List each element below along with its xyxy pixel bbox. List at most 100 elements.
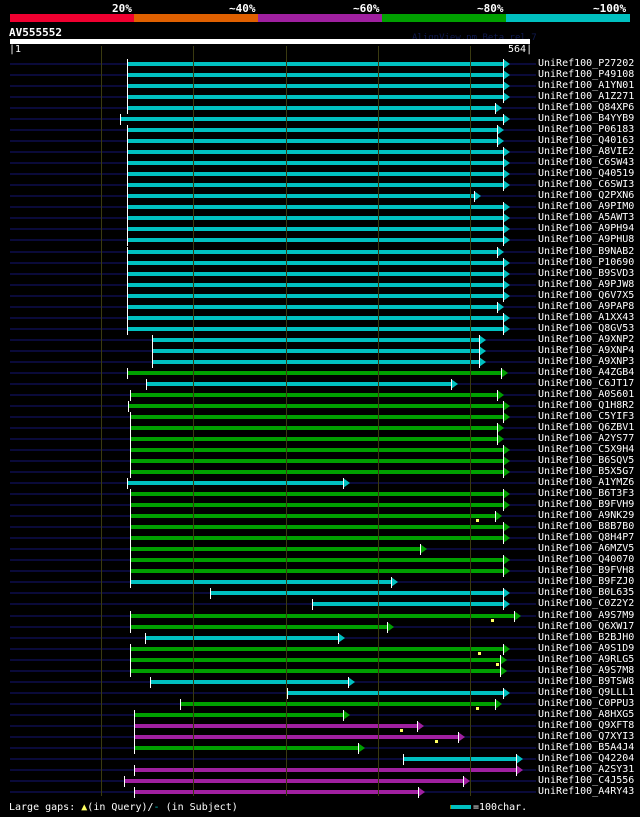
hit-label[interactable]: UniRef100_B9TSW8 [538,675,635,687]
hit-row[interactable]: UniRef100_B5X5G7 [0,466,640,479]
hit-row[interactable]: UniRef100_Q1H8R2 [0,400,640,412]
hit-row[interactable]: UniRef100_Q40519 [0,168,640,181]
hit-label[interactable]: UniRef100_P10690 [538,256,635,268]
alignment-bar[interactable] [130,525,504,530]
hit-label[interactable]: UniRef100_Q2PXN6 [538,190,635,202]
hit-label[interactable]: UniRef100_Q9XFT8 [538,719,635,731]
hit-label[interactable]: UniRef100_Q6XW17 [538,620,635,632]
alignment-bar[interactable] [127,227,504,232]
alignment-bar[interactable] [152,359,480,364]
hit-label[interactable]: UniRef100_A9S7M9 [538,609,635,621]
hit-row[interactable]: UniRef100_A4ZGB4 [0,367,640,379]
alignment-bar[interactable] [127,238,504,243]
alignment-bar[interactable] [134,745,359,750]
hit-label[interactable]: UniRef100_B9FVH8 [538,565,635,577]
hit-row[interactable]: UniRef100_A9RLG5 [0,653,640,666]
alignment-bar[interactable] [130,414,504,419]
hit-row[interactable]: UniRef100_A1YMZ6 [0,477,640,490]
hit-label[interactable]: UniRef100_A1YN01 [538,80,635,92]
alignment-bar[interactable] [130,448,504,453]
hit-label[interactable]: UniRef100_A1Z271 [538,91,635,103]
hit-label[interactable]: UniRef100_A4RY43 [538,785,635,797]
hit-row[interactable]: UniRef100_C4J556 [0,774,640,787]
hit-label[interactable]: UniRef100_A6MZV5 [538,543,635,555]
hit-row[interactable]: UniRef100_A1YN01 [0,80,640,93]
hit-label[interactable]: UniRef100_C0Z2Y2 [538,598,635,610]
hit-label[interactable]: UniRef100_B5X5G7 [538,466,635,478]
hit-label[interactable]: UniRef100_B6SQV5 [538,455,635,467]
alignment-bar[interactable] [130,657,501,662]
alignment-bar[interactable] [130,668,501,673]
hit-row[interactable]: UniRef100_Q40163 [0,135,640,148]
hit-row[interactable]: UniRef100_A9XNP2 [0,333,640,346]
hit-row[interactable]: UniRef100_B9NAB2 [0,246,640,258]
hit-row[interactable]: UniRef100_Q6V7X5 [0,289,640,302]
hit-label[interactable]: UniRef100_C6JT17 [538,377,635,389]
alignment-bar[interactable] [152,337,480,342]
hit-label[interactable]: UniRef100_A9S1D9 [538,642,635,654]
hit-label[interactable]: UniRef100_Q6V7X5 [538,289,635,301]
alignment-bar[interactable] [134,767,517,772]
hit-row[interactable]: UniRef100_B8B7B0 [0,521,640,534]
alignment-bar[interactable] [127,194,475,199]
alignment-bar[interactable] [130,470,504,475]
alignment-bar[interactable] [127,282,504,287]
hit-row[interactable]: UniRef100_A9PIM0 [0,201,640,214]
alignment-bar[interactable] [127,315,504,320]
hit-row[interactable]: UniRef100_A8HXG5 [0,708,640,721]
hit-label[interactable]: UniRef100_C4J556 [538,774,635,786]
hit-label[interactable]: UniRef100_A9RLG5 [538,653,635,665]
hit-row[interactable]: UniRef100_A9PAP8 [0,301,640,313]
hit-label[interactable]: UniRef100_Q7XYI3 [538,730,635,742]
hit-label[interactable]: UniRef100_A8HXG5 [538,708,635,720]
hit-row[interactable]: UniRef100_Q7XYI3 [0,730,640,743]
hit-row[interactable]: UniRef100_P49108 [0,69,640,82]
alignment-bar[interactable] [403,756,517,761]
alignment-bar[interactable] [130,514,496,519]
hit-label[interactable]: UniRef100_A9PIM0 [538,201,635,213]
alignment-bar[interactable] [130,624,388,629]
hit-label[interactable]: UniRef100_A9S7M8 [538,664,635,676]
hit-row[interactable]: UniRef100_P10690 [0,256,640,269]
hit-row[interactable]: UniRef100_A9NK29 [0,510,640,523]
hit-row[interactable]: UniRef100_B4YYB9 [0,113,640,126]
hit-row[interactable]: UniRef100_Q9XFT8 [0,719,640,732]
hit-row[interactable]: UniRef100_A8VIE2 [0,146,640,159]
alignment-bar[interactable] [145,635,339,640]
alignment-bar[interactable] [210,591,504,596]
alignment-bar[interactable] [127,216,504,221]
alignment-bar[interactable] [150,679,349,684]
hit-row[interactable]: UniRef100_B9FVH9 [0,499,640,512]
alignment-bar[interactable] [130,503,504,508]
hit-label[interactable]: UniRef100_B5A4J4 [538,741,635,753]
hit-label[interactable]: UniRef100_B9FZJ0 [538,576,635,588]
alignment-bar[interactable] [127,205,504,210]
hit-row[interactable]: UniRef100_A4RY43 [0,785,640,798]
hit-label[interactable]: UniRef100_B9FVH9 [538,499,635,511]
hit-label[interactable]: UniRef100_Q8GV53 [538,322,635,334]
alignment-bar[interactable] [130,646,504,651]
hit-label[interactable]: UniRef100_A1XX43 [538,311,635,323]
alignment-bar[interactable] [127,293,504,298]
hit-row[interactable]: UniRef100_Q8GV53 [0,322,640,335]
hit-row[interactable]: UniRef100_C0PPU3 [0,698,640,710]
hit-row[interactable]: UniRef100_B5A4J4 [0,741,640,754]
hit-row[interactable]: UniRef100_A5AWT3 [0,212,640,225]
alignment-bar[interactable] [127,150,504,155]
alignment-bar[interactable] [127,481,344,486]
alignment-bar[interactable] [180,701,496,706]
alignment-bar[interactable] [127,95,504,100]
hit-label[interactable]: UniRef100_A9XNP2 [538,333,635,345]
hit-label[interactable]: UniRef100_C6SWI3 [538,179,635,191]
hit-row[interactable]: UniRef100_A0S601 [0,389,640,401]
hit-row[interactable]: UniRef100_A9S7M8 [0,664,640,677]
hit-row[interactable]: UniRef100_B9SVD3 [0,268,640,280]
alignment-bar[interactable] [127,249,498,254]
alignment-bar[interactable] [130,558,504,563]
hit-row[interactable]: UniRef100_Q42204 [0,752,640,765]
hit-row[interactable]: UniRef100_B9FVH8 [0,565,640,578]
hit-row[interactable]: UniRef100_C5X9H4 [0,444,640,457]
hit-row[interactable]: UniRef100_A9XNP4 [0,345,640,357]
hit-label[interactable]: UniRef100_Q42204 [538,752,635,764]
hit-row[interactable]: UniRef100_P06183 [0,124,640,137]
